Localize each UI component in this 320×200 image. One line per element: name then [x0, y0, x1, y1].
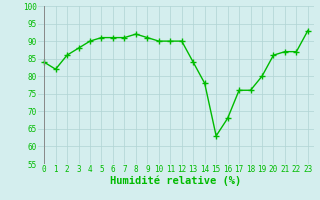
- X-axis label: Humidité relative (%): Humidité relative (%): [110, 176, 242, 186]
